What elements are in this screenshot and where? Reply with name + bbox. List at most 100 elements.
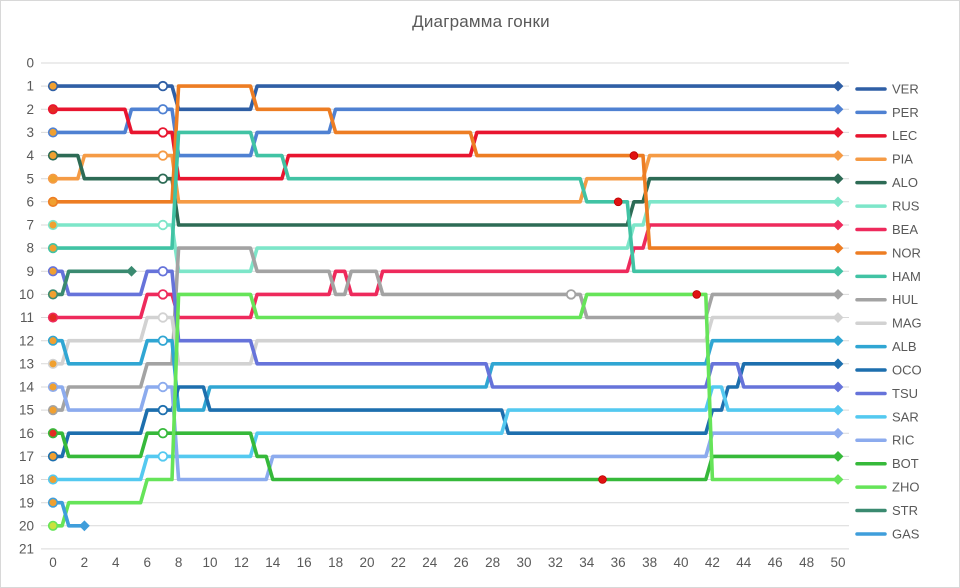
series-RUS[interactable] xyxy=(47,196,844,274)
series-line-ALB[interactable] xyxy=(51,338,840,412)
pit-sc-marker-PER xyxy=(157,104,169,115)
legend-label-BEA: BEA xyxy=(892,222,918,237)
x-tick-label: 28 xyxy=(485,555,500,570)
finish-marker-BOT xyxy=(832,450,844,462)
pit-sc-marker-MAG xyxy=(157,312,169,323)
start-marker-PIA xyxy=(47,173,59,184)
x-tick-label: 8 xyxy=(175,555,183,570)
series-line-ALO[interactable] xyxy=(51,153,840,227)
pit-sc-marker-TSU xyxy=(157,266,169,277)
x-tick-label: 38 xyxy=(642,555,657,570)
legend-item-HUL[interactable]: HUL xyxy=(855,292,918,307)
series-ALB[interactable] xyxy=(47,335,844,412)
y-tick-label: 0 xyxy=(26,56,34,71)
series-PIA[interactable] xyxy=(47,150,844,204)
series-line-RUS[interactable] xyxy=(51,200,840,274)
legend-item-ZHO[interactable]: ZHO xyxy=(855,480,919,495)
legend-item-OCO[interactable]: OCO xyxy=(855,362,922,377)
y-tick-label: 6 xyxy=(26,194,34,209)
legend-item-PER[interactable]: PER xyxy=(855,105,919,120)
series-STR[interactable] xyxy=(47,269,134,300)
series-line-VER[interactable] xyxy=(51,84,840,112)
finish-marker-TSU xyxy=(832,381,844,393)
series-line-PER[interactable] xyxy=(51,107,840,158)
series-line-OCO[interactable] xyxy=(51,361,840,459)
series-LEC[interactable] xyxy=(47,104,844,181)
y-tick-label: 3 xyxy=(26,125,34,140)
series-line-SAR[interactable] xyxy=(51,385,840,482)
legend-label-OCO: OCO xyxy=(892,362,922,377)
legend-label-VER: VER xyxy=(892,81,919,96)
legend-label-BOT: BOT xyxy=(892,456,919,471)
x-tick-label: 4 xyxy=(112,555,120,570)
pit-marker-NOR xyxy=(629,151,639,160)
pit-sc-marker-LEC xyxy=(157,127,169,138)
y-tick-label: 11 xyxy=(20,310,34,325)
finish-marker-VER xyxy=(832,80,844,92)
finish-marker-LEC xyxy=(832,127,844,138)
y-tick-label: 21 xyxy=(19,542,34,557)
legend-item-MAG[interactable]: MAG xyxy=(855,316,922,331)
series-line-TSU[interactable] xyxy=(51,269,840,389)
legend-label-RUS: RUS xyxy=(892,199,920,214)
legend-item-ALB[interactable]: ALB xyxy=(855,339,917,354)
x-tick-label: 32 xyxy=(548,555,563,570)
start-marker-NOR xyxy=(47,196,59,207)
series-SAR[interactable] xyxy=(47,385,844,485)
x-tick-label: 34 xyxy=(579,555,595,570)
finish-marker-RIC xyxy=(832,427,844,439)
pit-sc-marker-PIA xyxy=(157,150,169,161)
series-line-PIA[interactable] xyxy=(51,153,840,204)
series-ZHO[interactable] xyxy=(47,292,844,531)
y-tick-label: 10 xyxy=(19,287,34,302)
pit-sc-marker-BOT xyxy=(157,428,169,439)
legend-item-RUS[interactable]: RUS xyxy=(855,199,920,214)
legend-item-SAR[interactable]: SAR xyxy=(855,409,919,424)
legend-item-NOR[interactable]: NOR xyxy=(855,245,921,260)
series-GAS[interactable] xyxy=(47,497,87,528)
legend-label-TSU: TSU xyxy=(892,386,918,401)
pit-sc-marker-SAR xyxy=(157,451,169,462)
legend-item-BOT[interactable]: BOT xyxy=(855,456,919,471)
legend-label-MAG: MAG xyxy=(892,316,922,331)
finish-marker-OCO xyxy=(832,358,844,370)
legend-item-RIC[interactable]: RIC xyxy=(855,433,914,448)
x-tick-label: 50 xyxy=(830,555,845,570)
series-HUL[interactable] xyxy=(47,246,844,416)
y-tick-label: 15 xyxy=(19,403,34,418)
legend-item-ALO[interactable]: ALO xyxy=(855,175,918,190)
legend-item-BEA[interactable]: BEA xyxy=(855,222,918,237)
legend-item-PIA[interactable]: PIA xyxy=(855,152,913,167)
start-marker-SAR xyxy=(47,474,59,485)
finish-marker-BEA xyxy=(832,219,844,231)
pit-marker-HAM xyxy=(613,197,623,207)
series-NOR[interactable] xyxy=(47,84,844,254)
legend-item-HAM[interactable]: HAM xyxy=(855,269,921,284)
pit-sc-marker-ALO xyxy=(157,173,169,184)
x-tick-label: 2 xyxy=(81,555,89,570)
series-BOT[interactable] xyxy=(47,428,844,482)
series-ALO[interactable] xyxy=(47,150,844,227)
legend-item-TSU[interactable]: TSU xyxy=(855,386,918,401)
pit-sc-marker-OCO xyxy=(157,404,169,416)
legend-item-LEC[interactable]: LEC xyxy=(855,128,917,143)
pit-sc-marker-ALB xyxy=(157,335,169,346)
legend-item-VER[interactable]: VER xyxy=(855,81,919,96)
finish-marker-ZHO xyxy=(832,474,844,485)
series-OCO[interactable] xyxy=(47,358,844,462)
legend-label-PER: PER xyxy=(892,105,919,120)
legend-item-STR[interactable]: STR xyxy=(855,503,918,518)
y-tick-label: 20 xyxy=(19,518,34,533)
legend-item-GAS[interactable]: GAS xyxy=(855,526,920,541)
start-marker-ALO xyxy=(47,150,59,161)
series-TSU[interactable] xyxy=(47,266,844,393)
start-marker-TSU xyxy=(47,266,59,277)
x-tick-label: 44 xyxy=(736,555,752,570)
legend-label-LEC: LEC xyxy=(892,128,917,143)
series-PER[interactable] xyxy=(47,103,844,158)
series-line-BOT[interactable] xyxy=(51,431,840,482)
series-line-HUL[interactable] xyxy=(51,246,840,412)
series-line-LEC[interactable] xyxy=(51,107,840,181)
x-tick-label: 18 xyxy=(328,555,343,570)
